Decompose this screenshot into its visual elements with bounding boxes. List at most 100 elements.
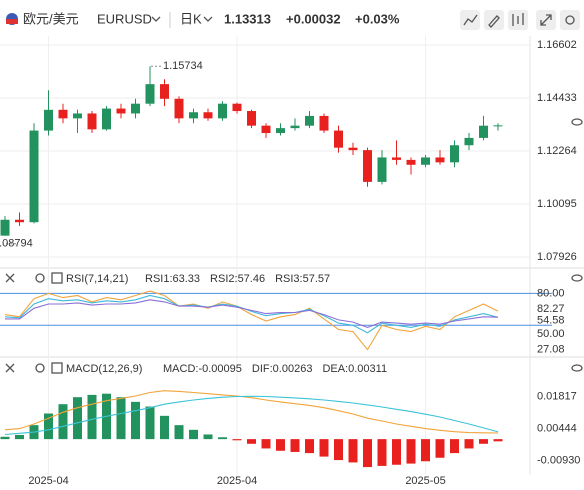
candle-body — [247, 111, 256, 126]
candle-body — [218, 103, 227, 119]
macd-bar — [58, 404, 68, 440]
macd-bar — [392, 439, 401, 465]
settings-button[interactable] — [560, 10, 580, 30]
legend-entry: DEA:0.00311 — [322, 363, 387, 375]
macd-bar — [435, 439, 445, 458]
symbol-dropdown[interactable] — [151, 16, 161, 22]
macd-bar — [348, 439, 358, 463]
candle-body — [203, 112, 213, 119]
legend-value: 0.00311 — [348, 363, 387, 375]
candle-body — [479, 125, 488, 138]
legend-value: -0.00095 — [198, 363, 241, 375]
macd-bar — [15, 434, 24, 440]
y-tick-label: 1.14433 — [537, 92, 577, 104]
macd-bar — [0, 436, 10, 440]
change-percent: +0.03% — [355, 11, 400, 26]
candle-body — [87, 113, 97, 130]
macd-bar — [464, 439, 474, 449]
price: 1.13313 — [224, 11, 271, 26]
x-tick-label: 2025-04 — [28, 475, 68, 487]
symbol: EURUSD — [97, 11, 152, 26]
header: 欧元/美元 EURUSD 日K 1.13313 +0.00032 +0.03% — [6, 10, 580, 30]
legend-value: 57.46 — [238, 273, 266, 285]
eye-icon[interactable] — [571, 274, 583, 282]
settings-box — [51, 362, 63, 374]
legend-entry: DIF:0.00263 — [252, 363, 313, 375]
y-tick-label: 1.12264 — [537, 145, 577, 157]
y-tick-label: 1.16602 — [537, 39, 577, 51]
x-tick-label: 2025-05 — [405, 475, 445, 487]
macd-bar — [160, 415, 169, 440]
candle-body — [392, 157, 401, 160]
close-icon[interactable] — [5, 363, 15, 373]
period[interactable]: 日K — [180, 11, 202, 26]
eye-icon[interactable] — [571, 118, 583, 126]
macd-bar — [232, 439, 242, 441]
candle-body — [261, 125, 271, 134]
candle-body — [450, 145, 459, 163]
candle-body — [73, 113, 82, 119]
candle-body — [421, 157, 430, 165]
macd-line — [4, 390, 499, 434]
candle-body — [15, 219, 24, 223]
annotation-label: 1.15734 — [163, 60, 203, 72]
close-icon[interactable] — [5, 273, 15, 283]
eye-icon[interactable] — [571, 364, 583, 372]
candle-body — [116, 108, 126, 114]
macd-bar — [203, 434, 213, 440]
macd-bar — [87, 394, 97, 440]
candle-body — [435, 157, 445, 163]
macd-title: MACD(12,26,9) — [66, 363, 142, 375]
macd-bar — [450, 439, 459, 454]
fullscreen-icon — [540, 14, 552, 26]
candle-body — [29, 130, 39, 223]
y-tick-label: 50.00 — [537, 328, 565, 340]
macd-bar — [305, 439, 314, 454]
macd-bar — [377, 439, 387, 466]
gear-icon[interactable] — [35, 363, 45, 373]
macd-bar — [145, 406, 155, 440]
y-tick-label: 0.01817 — [537, 391, 577, 403]
flag-stripe — [6, 19, 18, 24]
y-tick-label: 80.00 — [537, 287, 565, 299]
x-tick-label: 2025-04 — [217, 475, 257, 487]
macd-bar — [116, 397, 126, 440]
candle-body — [377, 157, 387, 182]
macd-bar — [493, 439, 503, 442]
macd-bar — [261, 439, 271, 449]
candle-body — [290, 125, 300, 129]
legend-value: 0.00263 — [273, 363, 313, 375]
macd-bar — [276, 439, 285, 451]
y-tick-label: -0.00930 — [537, 455, 580, 467]
legend-name: DIF: — [252, 363, 273, 375]
macd-bar — [290, 439, 300, 452]
legend-entry: RSI1:63.33 — [145, 273, 200, 285]
candle-body — [174, 98, 184, 119]
candle-body — [160, 84, 169, 99]
draw-icon — [488, 15, 500, 28]
rsi-title: RSI(7,14,21) — [66, 273, 128, 285]
candle-body — [319, 115, 329, 131]
candle-body — [406, 159, 416, 165]
candle-body — [493, 125, 503, 127]
candle-body — [145, 84, 155, 104]
candle-body — [58, 109, 68, 119]
candle-body — [305, 115, 314, 126]
candle-body — [44, 109, 53, 131]
legend-entry: MACD:-0.00095 — [163, 363, 242, 375]
gear-icon[interactable] — [35, 273, 45, 283]
period-dropdown[interactable] — [203, 16, 213, 22]
macd-bar — [189, 429, 198, 440]
change: +0.00032 — [286, 11, 341, 26]
settings-icon — [565, 15, 575, 25]
macd-bar — [73, 397, 82, 440]
legend-name: RSI2: — [210, 273, 238, 285]
legend-name: DEA: — [322, 363, 348, 375]
eye-icons — [571, 118, 583, 372]
rsi-line — [5, 299, 499, 328]
pair-title: 欧元/美元 — [23, 11, 79, 26]
chart-type-icon — [512, 13, 524, 26]
candle-body — [363, 150, 372, 182]
candle-body — [464, 137, 474, 146]
